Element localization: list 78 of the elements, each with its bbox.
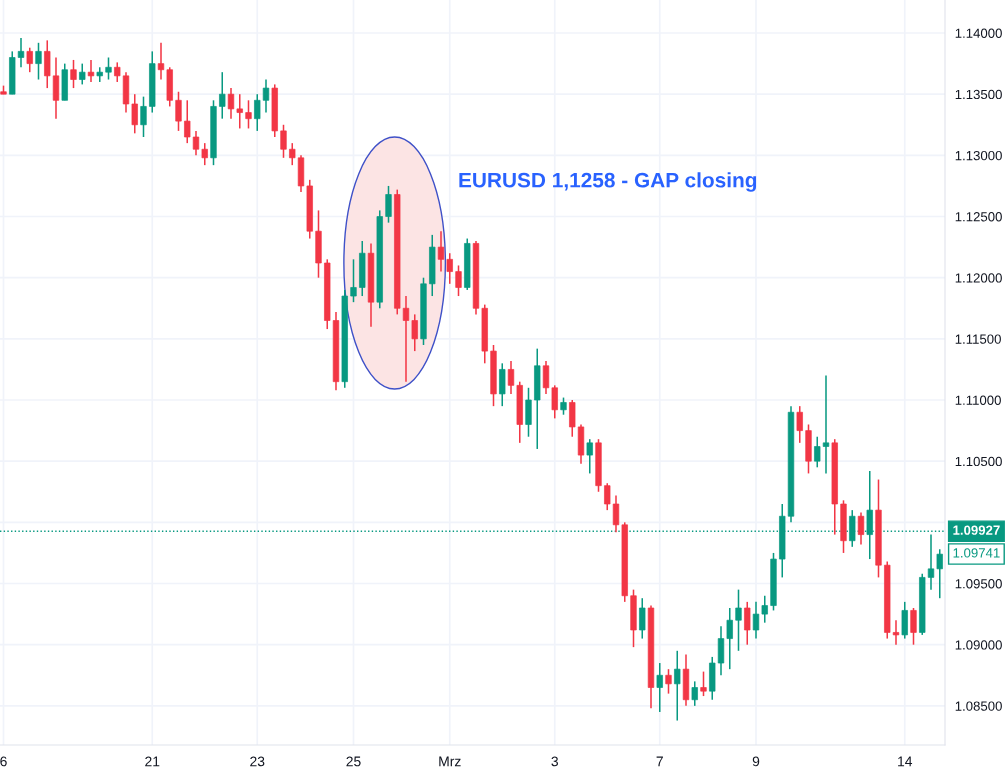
candlestick xyxy=(604,482,611,511)
candlestick xyxy=(796,405,803,444)
candlestick xyxy=(437,230,445,273)
candlestick xyxy=(656,662,663,713)
candlestick xyxy=(350,258,357,303)
candlestick xyxy=(507,360,515,395)
x-tick-label: 21 xyxy=(145,756,160,767)
candlestick xyxy=(236,93,243,130)
candlestick xyxy=(280,124,287,159)
candlestick xyxy=(289,142,296,166)
candlestick xyxy=(936,548,943,599)
x-tick-label: Mrz xyxy=(439,756,461,767)
candlestick xyxy=(674,650,681,722)
y-tick-label: 1.08500 xyxy=(955,701,1002,711)
y-tick-label: 1.09500 xyxy=(955,579,1002,589)
candlestick xyxy=(411,313,418,352)
candlestick xyxy=(70,59,77,89)
y-tick-label: 1.10500 xyxy=(955,456,1002,467)
candlestick xyxy=(551,384,558,420)
candlestick xyxy=(761,594,768,624)
x-tick-label: 23 xyxy=(250,756,265,767)
candlestick xyxy=(612,494,620,533)
text: 1.09741 xyxy=(953,548,1000,558)
x-tick-label: 25 xyxy=(346,756,361,767)
x-tick-label: 9 xyxy=(752,756,760,767)
y-tick-label: 1.14000 xyxy=(955,28,1002,38)
ref-line-label: 1.09927 xyxy=(953,525,1000,535)
candlestick xyxy=(857,511,865,546)
candlestick xyxy=(822,374,830,475)
candlestick xyxy=(927,533,935,591)
candlestick xyxy=(184,99,191,144)
candlestick xyxy=(402,295,410,383)
candlestick xyxy=(262,78,270,114)
x-tick-label: 14 xyxy=(898,756,913,767)
candlestick xyxy=(245,99,252,130)
candlestick xyxy=(157,42,165,81)
candlestick xyxy=(26,46,33,73)
candlestick xyxy=(814,435,821,469)
candlestick xyxy=(227,87,235,120)
candlestick xyxy=(201,142,208,166)
candlestick xyxy=(455,264,462,297)
y-tick-label: 1.13500 xyxy=(955,89,1002,100)
candlestick xyxy=(910,607,917,646)
candlestick xyxy=(744,601,751,646)
candlestick xyxy=(586,438,593,475)
candlestick xyxy=(542,360,550,395)
candlestick xyxy=(254,93,261,132)
candlestick xyxy=(105,56,112,81)
y-tick-label: 1.11500 xyxy=(955,334,1001,344)
candlestick xyxy=(219,71,226,120)
x-tick-label: 3 xyxy=(551,756,558,767)
candlestick xyxy=(17,37,25,69)
candlestick xyxy=(385,185,392,224)
y-tick-label: 1.13000 xyxy=(955,150,1002,161)
candlestick xyxy=(140,95,147,138)
y-tick-label: 1.12000 xyxy=(955,273,1002,283)
x-tick-label: 7 xyxy=(656,756,663,767)
candlestick xyxy=(114,61,121,83)
candlestick xyxy=(691,680,698,707)
candlestick xyxy=(131,93,138,135)
y-tick-label: 1.11000 xyxy=(955,395,1001,405)
candlestick xyxy=(735,588,742,652)
candlestick xyxy=(96,66,103,83)
y-tick-label: 1.09000 xyxy=(955,640,1002,650)
candlestick xyxy=(35,42,42,81)
candlestick xyxy=(726,607,733,670)
y-tick-label: 1.12500 xyxy=(955,212,1002,222)
x-tick-label: 6 xyxy=(0,756,7,767)
candlestick xyxy=(175,90,182,132)
candlestick xyxy=(192,130,200,157)
candlestick xyxy=(79,62,86,86)
candlestick xyxy=(665,668,672,695)
candlestick xyxy=(892,619,900,646)
candlestick xyxy=(639,597,646,640)
candlestick xyxy=(446,252,453,285)
candlestick xyxy=(752,601,760,640)
annotation: EURUSD 1,1258 - GAP closing xyxy=(459,172,757,192)
candlestick xyxy=(700,670,707,697)
